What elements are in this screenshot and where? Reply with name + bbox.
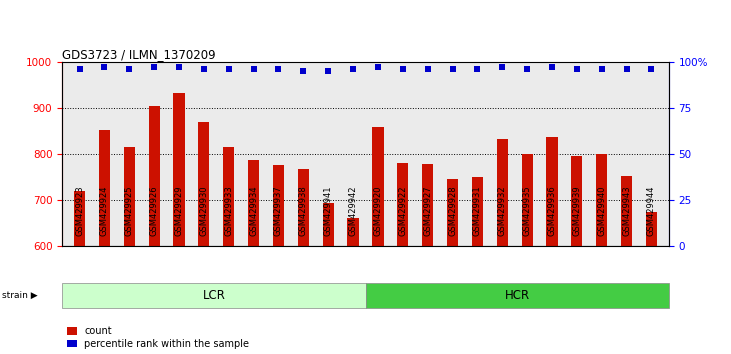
- Bar: [621, 176, 632, 246]
- Text: GSM429920: GSM429920: [374, 185, 382, 236]
- Text: GSM429926: GSM429926: [150, 185, 159, 236]
- Bar: [546, 137, 558, 246]
- Bar: [273, 165, 284, 246]
- Point: [645, 67, 657, 72]
- Point: [273, 67, 284, 72]
- Bar: [347, 218, 359, 246]
- Bar: [422, 164, 433, 246]
- Bar: [198, 122, 210, 246]
- Bar: [447, 179, 458, 246]
- Point: [447, 67, 458, 72]
- Bar: [571, 156, 583, 246]
- Bar: [471, 177, 483, 246]
- Text: GSM429932: GSM429932: [498, 185, 507, 236]
- Text: GSM429927: GSM429927: [423, 185, 432, 236]
- Point: [148, 65, 160, 70]
- Text: GSM429940: GSM429940: [597, 185, 606, 236]
- Point: [124, 67, 135, 72]
- Bar: [521, 154, 533, 246]
- Point: [397, 67, 409, 72]
- Text: GSM429933: GSM429933: [224, 185, 233, 236]
- Text: GSM429931: GSM429931: [473, 185, 482, 236]
- Text: strain ▶: strain ▶: [2, 291, 38, 300]
- Point: [571, 67, 583, 72]
- Bar: [223, 147, 235, 246]
- Bar: [397, 163, 409, 246]
- Bar: [173, 93, 185, 246]
- Point: [422, 67, 433, 72]
- Text: LCR: LCR: [202, 289, 225, 302]
- Bar: [124, 147, 135, 246]
- Bar: [322, 203, 334, 246]
- Text: GSM429928: GSM429928: [448, 185, 457, 236]
- Point: [74, 67, 86, 72]
- Text: GSM429943: GSM429943: [622, 185, 631, 236]
- Point: [596, 67, 607, 72]
- Bar: [372, 127, 384, 246]
- Point: [546, 65, 558, 70]
- Text: GDS3723 / ILMN_1370209: GDS3723 / ILMN_1370209: [62, 48, 216, 61]
- Text: GSM429937: GSM429937: [274, 185, 283, 236]
- Bar: [248, 160, 260, 246]
- Point: [471, 67, 483, 72]
- Text: GSM429924: GSM429924: [100, 185, 109, 236]
- Point: [198, 67, 210, 72]
- Text: GSM429929: GSM429929: [175, 185, 183, 236]
- Text: GSM429925: GSM429925: [125, 185, 134, 236]
- Bar: [62, 283, 366, 308]
- Text: GSM429923: GSM429923: [75, 185, 84, 236]
- Text: GSM429936: GSM429936: [548, 185, 556, 236]
- Point: [173, 65, 185, 70]
- Text: GSM429938: GSM429938: [299, 185, 308, 236]
- Text: GSM429942: GSM429942: [349, 185, 357, 236]
- Point: [322, 68, 334, 74]
- Point: [298, 68, 309, 74]
- Bar: [496, 139, 508, 246]
- Point: [223, 67, 235, 72]
- Point: [496, 65, 508, 70]
- Text: GSM429941: GSM429941: [324, 185, 333, 236]
- Text: GSM429935: GSM429935: [523, 185, 531, 236]
- Bar: [148, 105, 160, 246]
- Text: GSM429944: GSM429944: [647, 185, 656, 236]
- Point: [347, 67, 359, 72]
- Text: GSM429934: GSM429934: [249, 185, 258, 236]
- Point: [372, 65, 384, 70]
- Bar: [596, 154, 607, 246]
- Bar: [99, 130, 110, 246]
- Bar: [298, 169, 309, 246]
- Point: [248, 67, 260, 72]
- Text: GSM429922: GSM429922: [398, 185, 407, 236]
- Point: [621, 67, 632, 72]
- Bar: [74, 191, 85, 246]
- Bar: [366, 283, 669, 308]
- Text: GSM429930: GSM429930: [200, 185, 208, 236]
- Legend: count, percentile rank within the sample: count, percentile rank within the sample: [67, 326, 249, 349]
- Point: [99, 65, 110, 70]
- Point: [521, 67, 533, 72]
- Bar: [646, 211, 657, 246]
- Text: GSM429939: GSM429939: [572, 185, 581, 236]
- Text: HCR: HCR: [504, 289, 530, 302]
